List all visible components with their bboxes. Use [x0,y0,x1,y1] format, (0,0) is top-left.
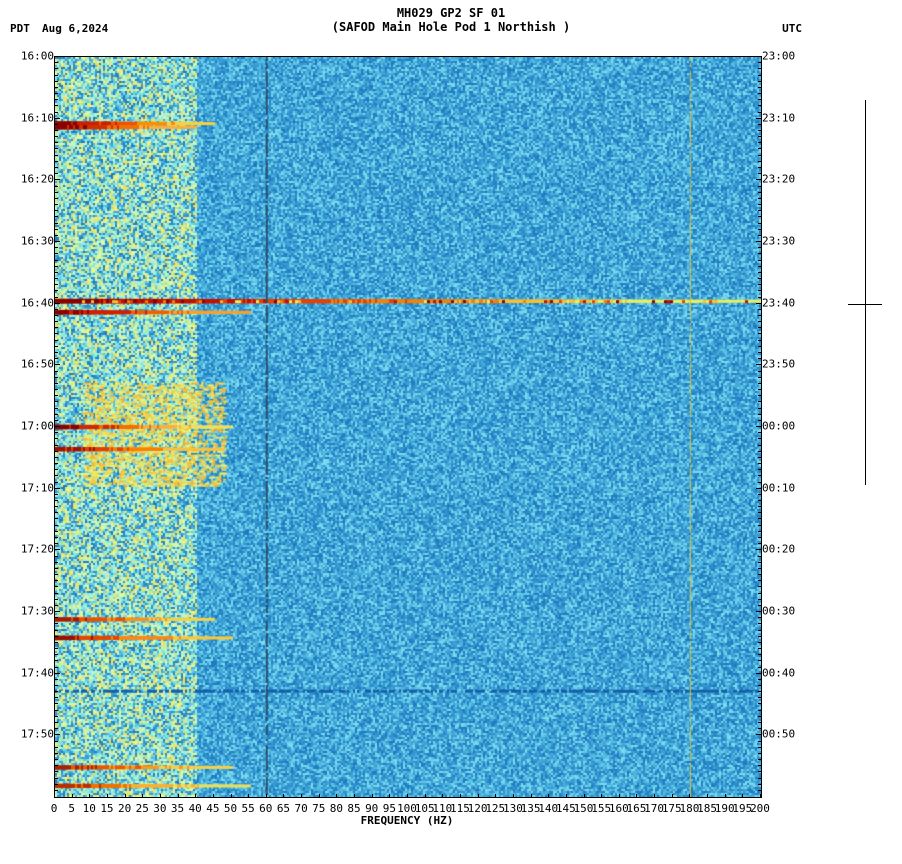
y-right-tick-label: 23:30 [762,235,795,248]
chart-title-1: MH029 GP2 SF 01 [0,6,902,20]
spectrogram-plot [54,56,762,798]
x-axis-label: FREQUENCY (HZ) [54,814,760,827]
y-right-tick-label: 00:30 [762,605,795,618]
y-left-tick-label: 17:20 [21,543,54,556]
y-left-tick-label: 17:40 [21,666,54,679]
y-left-tick-label: 17:10 [21,481,54,494]
y-right-tick-label: 00:10 [762,481,795,494]
y-right-tick-label: 23:40 [762,296,795,309]
y-left-tick-label: 16:00 [21,50,54,63]
side-scale-marker [840,0,890,864]
y-left-tick-label: 16:30 [21,235,54,248]
y-left-tick-label: 16:10 [21,111,54,124]
y-right-tick-label: 00:00 [762,420,795,433]
y-right-tick-label: 23:00 [762,50,795,63]
y-left-tick-label: 17:00 [21,420,54,433]
spectrogram-canvas [55,57,761,797]
y-right-tick-label: 23:20 [762,173,795,186]
y-axis-left: 16:0016:1016:2016:3016:4016:5017:0017:10… [8,56,54,796]
y-left-tick-label: 16:20 [21,173,54,186]
y-left-tick-label: 17:50 [21,728,54,741]
y-right-tick-label: 23:10 [762,111,795,124]
y-right-tick-label: 00:50 [762,728,795,741]
chart-title-2: (SAFOD Main Hole Pod 1 Northish ) [0,20,902,34]
y-right-tick-label: 23:50 [762,358,795,371]
y-right-tick-label: 00:20 [762,543,795,556]
y-left-tick-label: 16:40 [21,296,54,309]
y-left-tick-label: 17:30 [21,605,54,618]
date-label: Aug 6,2024 [42,22,108,35]
y-axis-right: 23:0023:1023:2023:3023:4023:5000:0000:10… [762,56,822,796]
timezone-right-label: UTC [782,22,802,35]
y-right-tick-label: 00:40 [762,666,795,679]
timezone-left-label: PDT [10,22,30,35]
y-left-tick-label: 16:50 [21,358,54,371]
